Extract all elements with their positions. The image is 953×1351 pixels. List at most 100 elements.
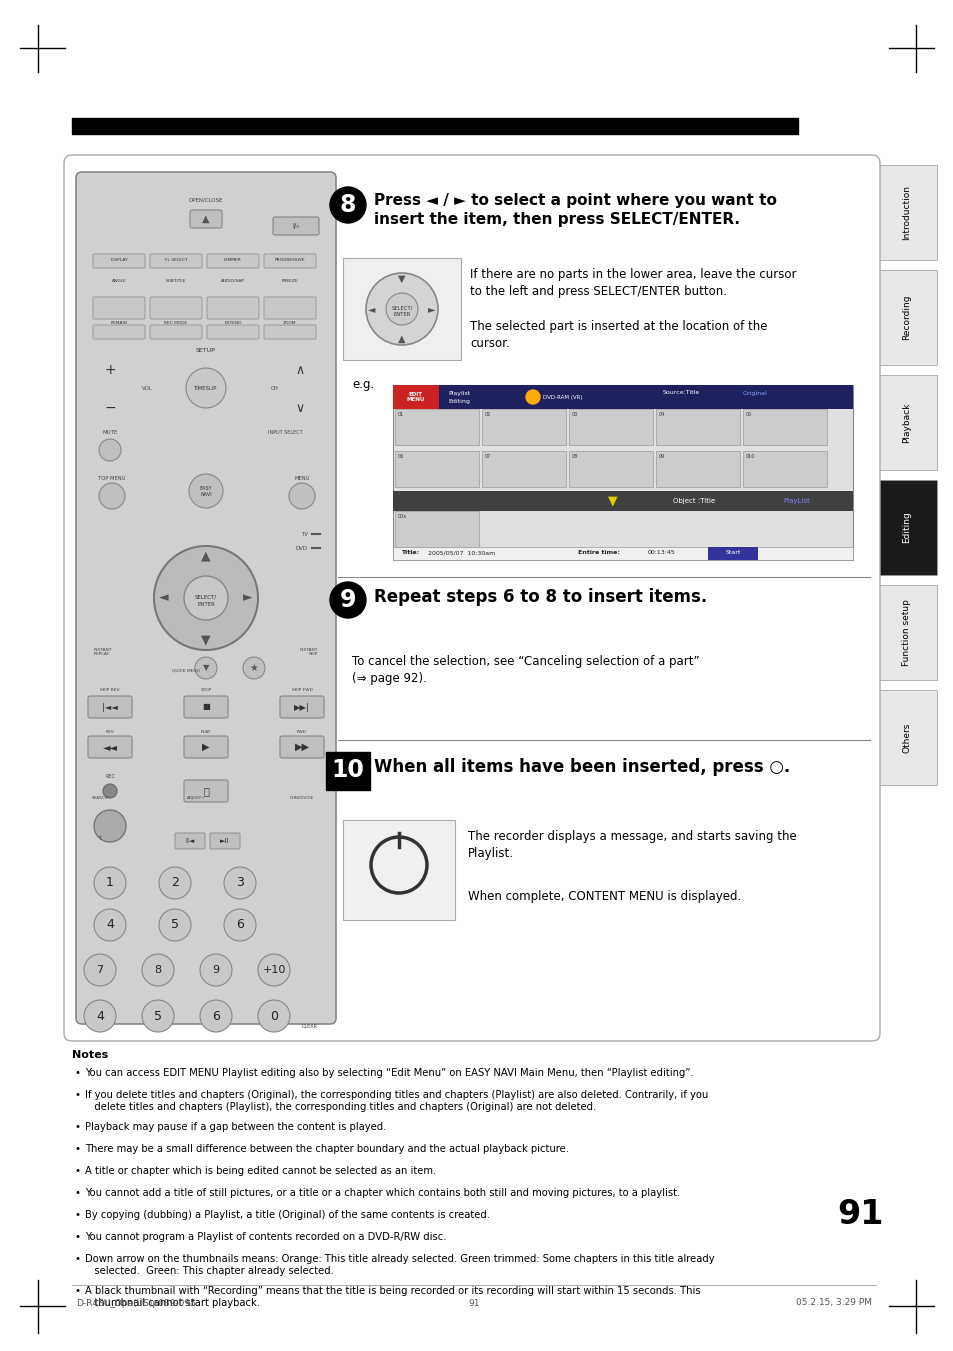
- Text: CH: CH: [271, 385, 278, 390]
- Text: VOL: VOL: [141, 385, 152, 390]
- Text: 6: 6: [235, 919, 244, 931]
- Text: The recorder displays a message, and starts saving the
Playlist.: The recorder displays a message, and sta…: [468, 830, 796, 861]
- Text: STOP: STOP: [200, 688, 212, 692]
- Bar: [876, 585, 936, 680]
- Text: NAVI: NAVI: [200, 493, 212, 497]
- Text: Recording: Recording: [902, 295, 910, 340]
- Text: ENTER: ENTER: [197, 601, 214, 607]
- Text: CHN/DIVIDE: CHN/DIVIDE: [290, 796, 314, 800]
- Text: Down arrow on the thumbnails means: Orange: This title already selected. Green t: Down arrow on the thumbnails means: Oran…: [85, 1254, 714, 1275]
- FancyBboxPatch shape: [264, 297, 315, 319]
- Text: FREEZE: FREEZE: [281, 280, 298, 282]
- Text: 03: 03: [572, 412, 578, 416]
- Text: SUBTITLE: SUBTITLE: [166, 280, 186, 282]
- Text: •: •: [75, 1232, 81, 1242]
- Text: There may be a small difference between the chapter boundary and the actual play: There may be a small difference between …: [85, 1144, 568, 1154]
- FancyBboxPatch shape: [280, 696, 324, 717]
- Circle shape: [184, 576, 228, 620]
- Circle shape: [189, 474, 223, 508]
- FancyBboxPatch shape: [150, 326, 202, 339]
- Bar: [568, 451, 652, 486]
- Circle shape: [194, 657, 216, 680]
- Text: 01: 01: [397, 412, 404, 416]
- Text: DIMMER: DIMMER: [224, 258, 242, 262]
- Text: ◄: ◄: [368, 304, 375, 313]
- Text: EDIT
MENU: EDIT MENU: [406, 392, 425, 403]
- FancyBboxPatch shape: [88, 736, 132, 758]
- Circle shape: [257, 1000, 290, 1032]
- Text: 8: 8: [339, 193, 355, 218]
- Circle shape: [142, 954, 173, 986]
- Text: ◄: ◄: [159, 592, 169, 604]
- FancyBboxPatch shape: [273, 218, 318, 235]
- Bar: [707, 547, 758, 561]
- Text: 2: 2: [171, 877, 179, 889]
- FancyBboxPatch shape: [150, 297, 202, 319]
- Text: Source:Title: Source:Title: [662, 390, 700, 396]
- Circle shape: [84, 1000, 116, 1032]
- Text: •: •: [75, 1254, 81, 1265]
- Text: Original: Original: [742, 390, 767, 396]
- Bar: [876, 690, 936, 785]
- Text: Introduction: Introduction: [902, 185, 910, 240]
- Text: •: •: [75, 1069, 81, 1078]
- Text: PlayList: PlayList: [782, 499, 809, 504]
- Text: TIMESLIP: TIMESLIP: [194, 385, 217, 390]
- Text: ■: ■: [202, 703, 210, 712]
- Text: 05: 05: [745, 412, 752, 416]
- Text: When all items have been inserted, press ○.: When all items have been inserted, press…: [374, 758, 789, 775]
- Text: ►: ►: [243, 592, 253, 604]
- Circle shape: [186, 367, 226, 408]
- Text: 7: 7: [96, 965, 104, 975]
- Text: ►: ►: [428, 304, 436, 313]
- Text: ▼: ▼: [397, 274, 405, 284]
- Text: INSTANT
REPLAY: INSTANT REPLAY: [94, 647, 112, 657]
- Circle shape: [289, 484, 314, 509]
- Text: You cannot program a Playlist of contents recorded on a DVD-R/RW disc.: You cannot program a Playlist of content…: [85, 1232, 446, 1242]
- Bar: [395, 409, 478, 444]
- Text: ADJUST+: ADJUST+: [187, 796, 205, 800]
- Text: 2005/05/07  10:30am: 2005/05/07 10:30am: [428, 550, 495, 555]
- Circle shape: [257, 954, 290, 986]
- FancyBboxPatch shape: [92, 254, 145, 267]
- Text: ZOOM: ZOOM: [283, 322, 296, 326]
- Bar: [876, 270, 936, 365]
- Text: ▲: ▲: [397, 334, 405, 345]
- Text: Others: Others: [902, 723, 910, 753]
- FancyBboxPatch shape: [150, 254, 202, 267]
- Text: A title or chapter which is being edited cannot be selected as an item.: A title or chapter which is being edited…: [85, 1166, 436, 1175]
- Text: MUTE: MUTE: [102, 430, 117, 435]
- FancyBboxPatch shape: [64, 155, 879, 1042]
- Bar: [656, 409, 740, 444]
- Text: You cannot add a title of still pictures, or a title or a chapter which contains: You cannot add a title of still pictures…: [85, 1188, 679, 1198]
- Text: 05.2.15, 3:29 PM: 05.2.15, 3:29 PM: [795, 1298, 871, 1308]
- Text: −: −: [104, 401, 115, 415]
- Text: •: •: [75, 1188, 81, 1198]
- Text: •: •: [75, 1286, 81, 1296]
- Text: D-R4SU_Ope(US)p089-095: D-R4SU_Ope(US)p089-095: [76, 1298, 195, 1308]
- Text: ENTER: ENTER: [393, 312, 410, 317]
- Text: Notes: Notes: [71, 1050, 108, 1061]
- Text: PROGRESSIVE: PROGRESSIVE: [274, 258, 305, 262]
- Text: e.g.: e.g.: [352, 378, 374, 390]
- Text: REV: REV: [106, 730, 114, 734]
- Circle shape: [153, 546, 257, 650]
- Text: +: +: [104, 363, 115, 377]
- Text: To cancel the selection, see “Canceling selection of a part”
(⇒ page 92).: To cancel the selection, see “Canceling …: [352, 655, 699, 685]
- Circle shape: [525, 390, 539, 404]
- Circle shape: [200, 1000, 232, 1032]
- Text: Repeat steps 6 to 8 to insert items.: Repeat steps 6 to 8 to insert items.: [374, 588, 706, 607]
- Circle shape: [386, 293, 417, 326]
- Text: INSTANT
SKIP: INSTANT SKIP: [299, 647, 317, 657]
- Text: ▼: ▼: [201, 634, 211, 647]
- Text: 0: 0: [270, 1009, 277, 1023]
- Circle shape: [330, 186, 366, 223]
- Text: 4: 4: [96, 1009, 104, 1023]
- FancyBboxPatch shape: [88, 696, 132, 717]
- Text: 06: 06: [397, 454, 404, 458]
- FancyBboxPatch shape: [264, 326, 315, 339]
- Text: Press ◄ / ► to select a point where you want to
insert the item, then press SELE: Press ◄ / ► to select a point where you …: [374, 193, 776, 227]
- Circle shape: [94, 867, 126, 898]
- Text: 8: 8: [154, 965, 161, 975]
- Bar: [343, 258, 460, 359]
